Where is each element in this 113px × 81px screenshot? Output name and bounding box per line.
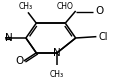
Text: CHO: CHO bbox=[56, 2, 73, 11]
Text: Cl: Cl bbox=[98, 32, 107, 42]
Text: O: O bbox=[94, 6, 103, 16]
Text: CH₃: CH₃ bbox=[19, 2, 33, 11]
Text: O: O bbox=[15, 56, 24, 66]
Text: CH₃: CH₃ bbox=[49, 70, 64, 79]
Text: N: N bbox=[53, 48, 60, 58]
Text: N: N bbox=[5, 33, 13, 43]
